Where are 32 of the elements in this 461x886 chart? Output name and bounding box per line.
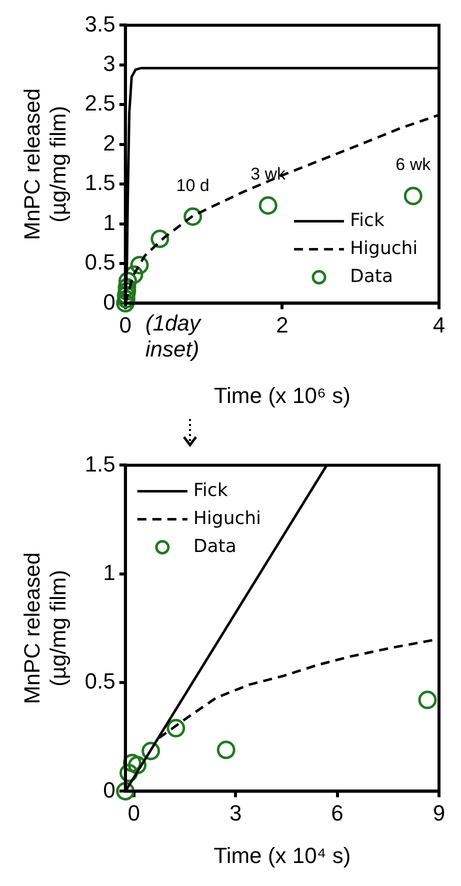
y-tick-label: 0.5 (84, 668, 116, 694)
x-tick-label: 6 (331, 800, 344, 826)
legend-label: Fick (193, 480, 228, 501)
x-tick-label: 2 (276, 312, 288, 338)
text: (1day inset) (145, 310, 202, 362)
x-tick-label: 4 (432, 312, 446, 338)
y-tick-label: 3.5 (84, 11, 116, 36)
legend-label: Data (350, 266, 393, 287)
x-axis-title: Time (x 10⁶ s) (214, 382, 350, 408)
annotation: 10 d (176, 176, 210, 195)
legend-label: Higuchi (350, 238, 418, 259)
y-tick-label: 2 (103, 130, 116, 156)
y-tick-label: 0.5 (84, 250, 116, 275)
y-tick-label: 0 (103, 289, 116, 314)
legend-label: Higuchi (193, 508, 262, 529)
y-tick-label: 1 (103, 210, 116, 235)
y-tick-label: 3 (103, 50, 116, 76)
annotation: 6 wk (396, 155, 432, 174)
x-tick-label: 9 (432, 800, 446, 826)
legend-label: Fick (350, 210, 385, 231)
x-tick-label: 0 (128, 800, 140, 826)
y-tick-label: 1 (103, 560, 116, 585)
x-tick-label: 0 (119, 312, 132, 338)
y-tick-label: 1.5 (84, 170, 116, 196)
y-tick-label: 0 (103, 777, 116, 802)
x-tick-label: 3 (229, 800, 242, 826)
y-tick-label: 2.5 (84, 90, 116, 116)
y-axis-title: MnPC released (µg/mg film) (19, 88, 71, 240)
legend-label: Data (193, 536, 236, 557)
y-axis-title: MnPC released (µg/mg film) (19, 552, 71, 704)
y-tick-label: 1.5 (84, 451, 116, 476)
x-axis-title: Time (x 10⁴ s) (214, 842, 351, 868)
